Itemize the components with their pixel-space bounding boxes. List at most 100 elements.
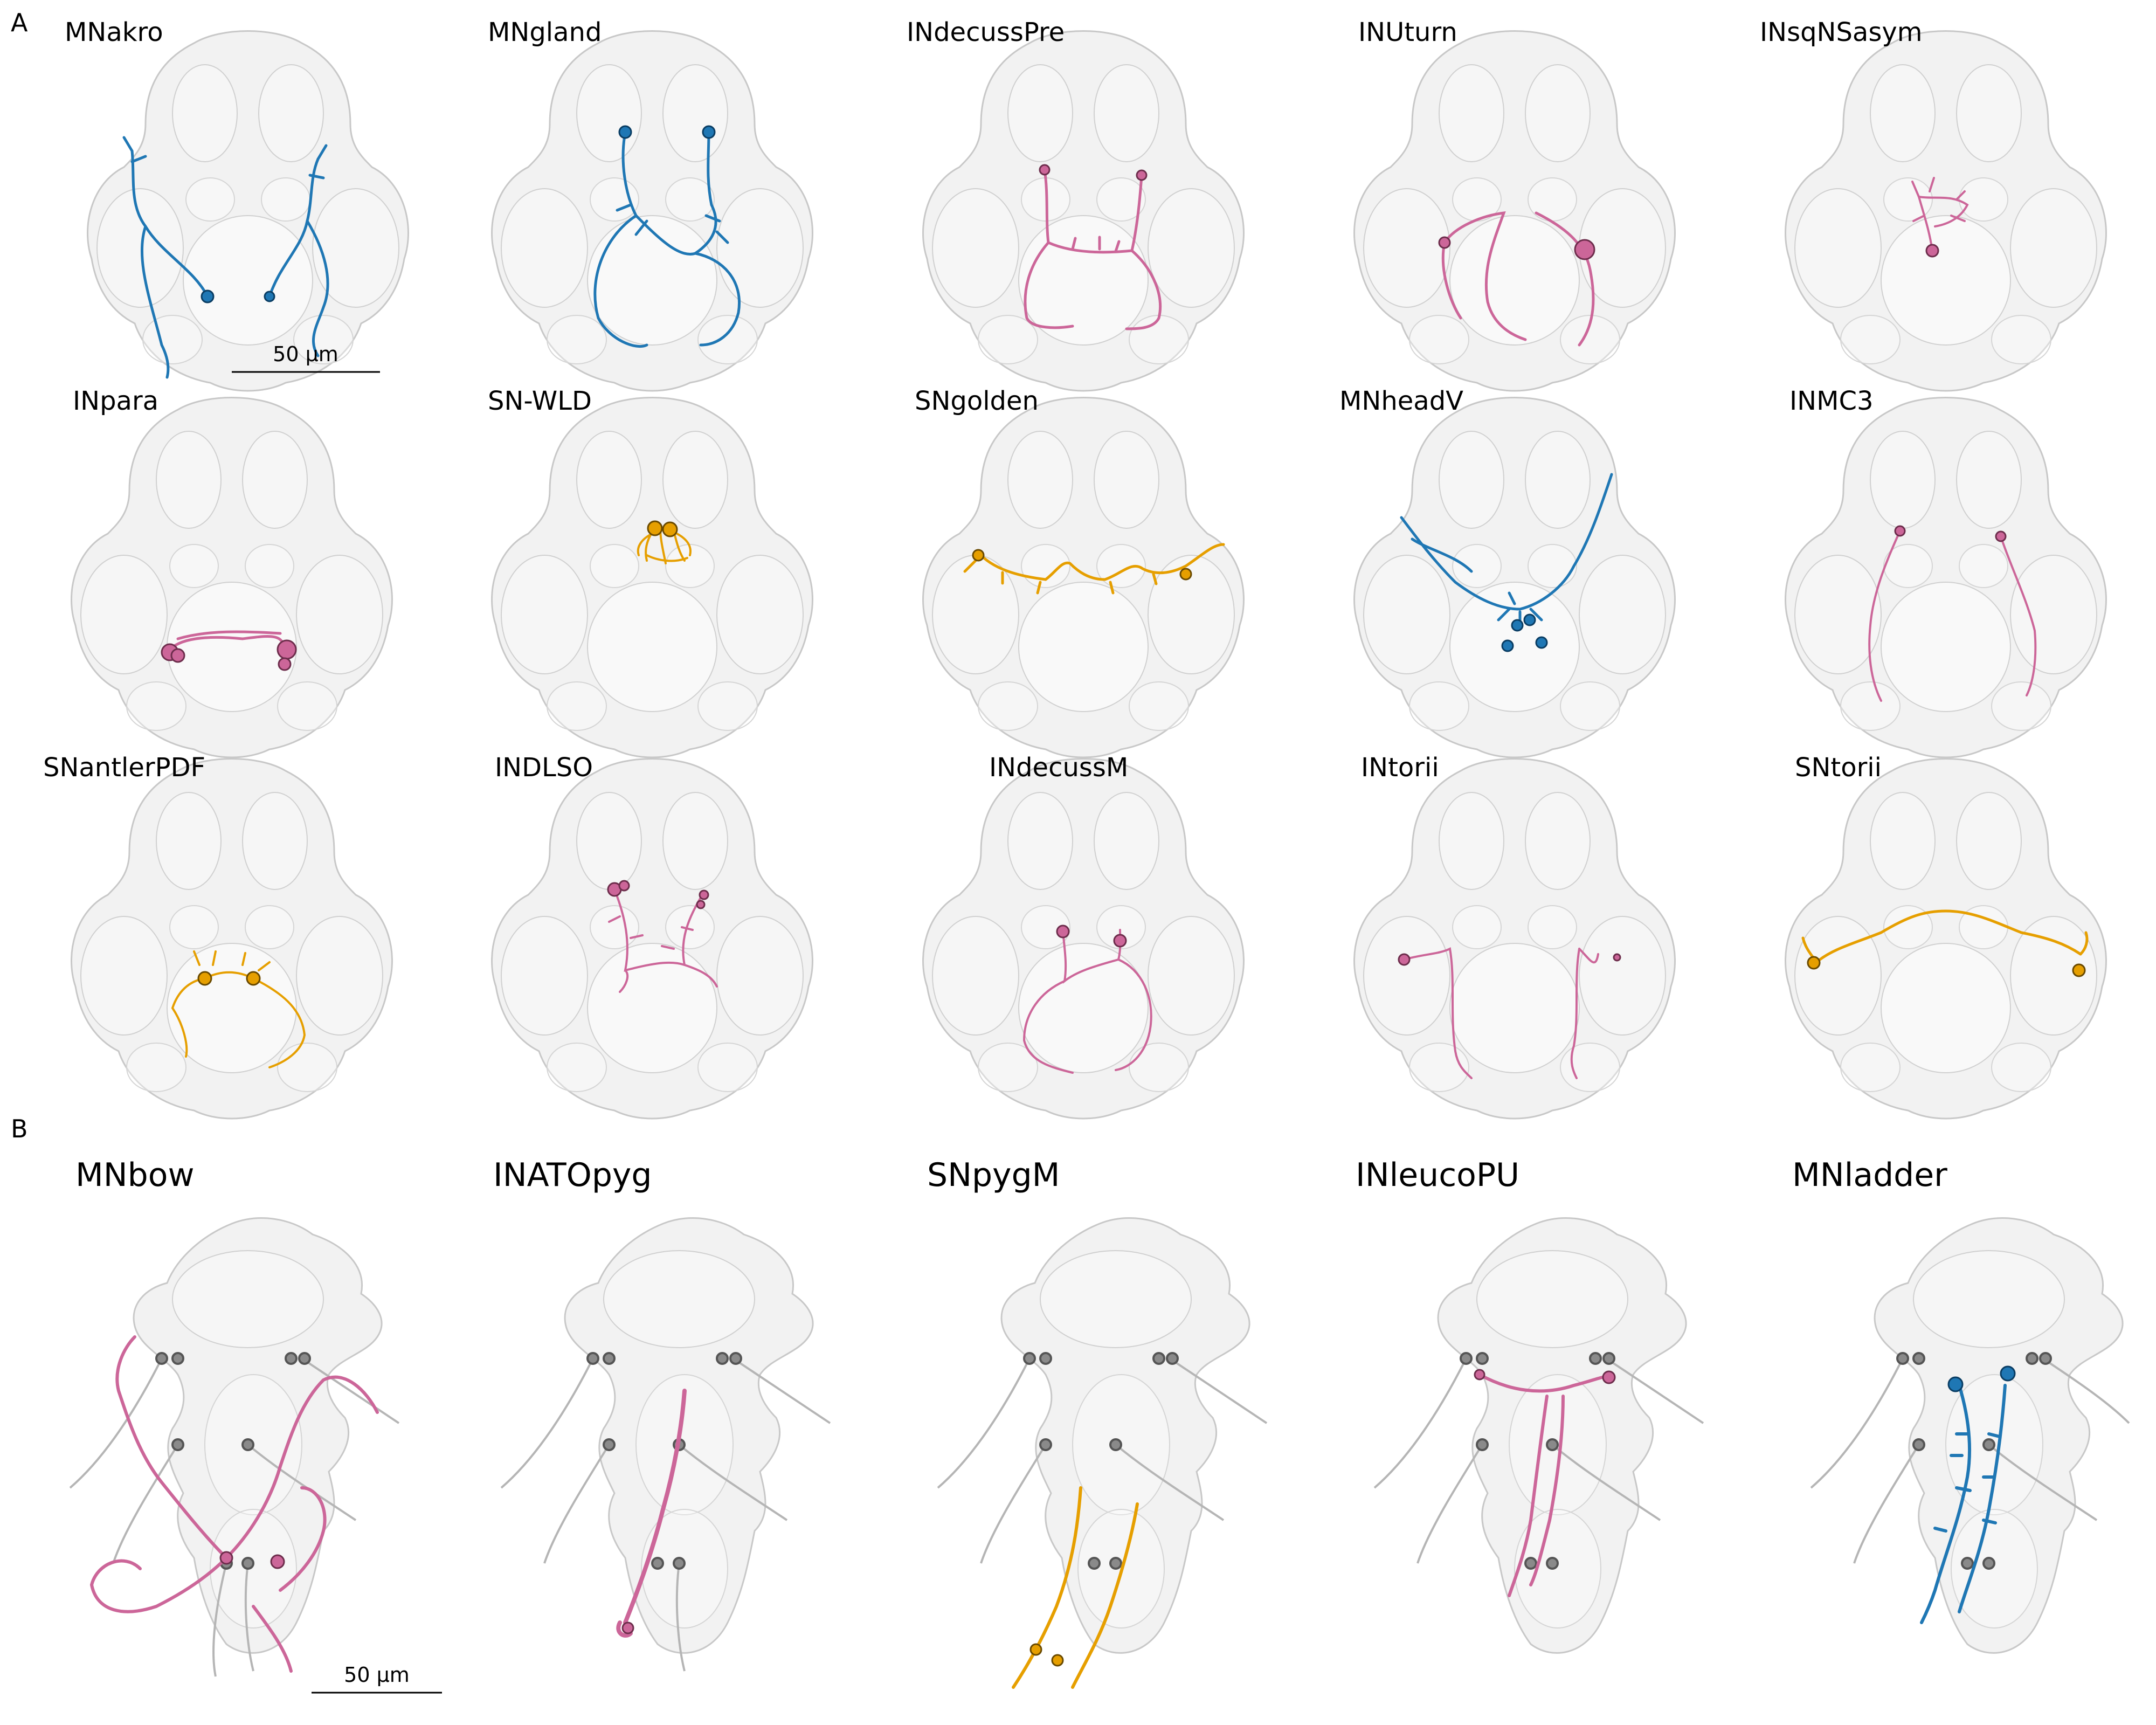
neuron-panel-indecussm: INdecussM	[922, 753, 1245, 1120]
head-outline	[1353, 30, 1676, 392]
head-outline	[491, 758, 813, 1120]
head-outline	[1785, 397, 2107, 758]
larva-landmarks	[1810, 1352, 2130, 1570]
scale-bar-label-b: 50 μm	[344, 1663, 410, 1687]
head-outline	[491, 30, 813, 392]
neuron-panel-mnheadv: MNheadV	[1339, 386, 1676, 758]
head-outline	[71, 397, 393, 758]
neuron-name-mnbow: MNbow	[75, 1156, 195, 1194]
neuron-name-sntorii: SNtorii	[1795, 753, 1882, 783]
soma-marker	[1574, 239, 1595, 260]
soma-marker	[1029, 1643, 1042, 1656]
soma-marker	[197, 971, 212, 986]
neuron-panel-intorii: INtorii	[1353, 753, 1676, 1120]
neuron-trace-insqnsasym	[1911, 177, 1969, 252]
scale-bar-label-a: 50 μm	[273, 342, 338, 366]
soma-marker	[1535, 636, 1548, 649]
soma-marker	[647, 520, 663, 536]
panel-label-a: A	[11, 8, 28, 37]
neuron-name-indecussm: INdecussM	[989, 753, 1128, 783]
neuron-panel-indlso: INDLSO	[491, 753, 813, 1120]
soma-marker	[1501, 639, 1514, 652]
head-outline	[1353, 397, 1676, 758]
soma-marker	[696, 900, 706, 909]
neuron-name-sngolden: SNgolden	[915, 386, 1039, 416]
neuron-panel-inuturn: INUturn	[1353, 17, 1676, 392]
larva-landmarks	[69, 1352, 400, 1677]
larva-outline	[564, 1217, 814, 1654]
neuron-trace-sngolden	[963, 543, 1225, 595]
soma-marker	[1602, 1370, 1616, 1384]
soma-marker	[246, 971, 261, 986]
neuron-panel-snantlerpdf: SNantlerPDF	[43, 753, 393, 1120]
neuron-name-inpara: INpara	[73, 386, 158, 416]
scale-bar-a: 50 μm	[232, 342, 380, 373]
neuron-trace-mnbow	[89, 1335, 379, 1673]
neuron-name-inleucopu: INleucoPU	[1356, 1156, 1519, 1194]
neuron-name-snantlerpdf: SNantlerPDF	[43, 753, 205, 783]
head-outline	[1785, 758, 2107, 1120]
neuron-panel-sngolden: SNgolden	[915, 386, 1245, 758]
larva-landmarks	[937, 1352, 1268, 1570]
neuron-name-mngland: MNgland	[488, 17, 602, 47]
soma-marker	[702, 125, 716, 139]
larva-outline	[1000, 1217, 1250, 1654]
neuron-name-inatopyg: INATOpyg	[493, 1156, 652, 1194]
soma-marker	[264, 291, 275, 302]
scale-bar-b: 50 μm	[312, 1663, 442, 1694]
soma-marker	[1398, 953, 1411, 966]
soma-marker	[1136, 169, 1148, 181]
neuron-panel-inmc3: INMC3	[1785, 386, 2107, 758]
soma-marker	[1523, 613, 1536, 626]
soma-marker	[277, 639, 297, 660]
neuron-name-mnakro: MNakro	[65, 17, 163, 47]
neuron-panel-mnladder: MNladder	[1792, 1156, 2130, 1654]
neuron-panel-sn-wld: SN-WLD	[488, 386, 813, 758]
soma-marker	[1947, 1376, 1964, 1392]
neuron-panel-inleucopu: INleucoPU	[1356, 1156, 1704, 1654]
neuron-name-sn-wld: SN-WLD	[488, 386, 592, 416]
soma-marker	[1113, 934, 1127, 948]
soma-marker	[618, 125, 632, 139]
neuron-name-inuturn: INUturn	[1358, 17, 1457, 47]
soma-marker	[2072, 963, 2086, 977]
neuron-trace-mnakro	[122, 136, 329, 379]
head-outline	[1785, 30, 2107, 392]
larva-landmarks	[1373, 1352, 1704, 1570]
neuron-trace-inuturn	[1441, 211, 1595, 347]
neuron-name-indlso: INDLSO	[495, 753, 593, 783]
neuron-trace-inatopyg	[616, 1389, 687, 1638]
soma-marker	[1438, 236, 1451, 249]
soma-marker	[278, 657, 292, 671]
neuron-name-intorii: INtorii	[1361, 753, 1439, 783]
neuron-name-mnladder: MNladder	[1792, 1156, 1947, 1194]
neuron-panel-mnbow: MNbow 50 μm	[69, 1156, 442, 1694]
head-outline	[922, 397, 1245, 758]
neuron-name-insqnsasym: INsqNSasym	[1760, 17, 1923, 47]
neuron-trace-indecusspre	[1024, 168, 1162, 330]
soma-marker	[1925, 244, 1939, 258]
soma-marker	[972, 549, 985, 562]
larva-outline	[133, 1217, 383, 1654]
head-outline	[491, 397, 813, 758]
soma-marker	[170, 648, 185, 663]
neuron-panel-insqnsasym: INsqNSasym	[1760, 17, 2107, 392]
neuron-name-inmc3: INMC3	[1789, 386, 1874, 416]
soma-marker	[1995, 530, 2007, 542]
neuron-panel-sntorii: SNtorii	[1785, 753, 2107, 1120]
neuron-trace-inpara	[168, 630, 285, 651]
soma-marker	[1179, 568, 1192, 581]
neuron-name-indecusspre: INdecussPre	[907, 17, 1065, 47]
neuron-name-snpygm: SNpygM	[927, 1156, 1060, 1194]
neuron-panel-mnakro: MNakro 50 μm	[65, 17, 409, 392]
head-outline	[87, 30, 409, 392]
neuron-trace-inmc3	[1868, 530, 2037, 702]
soma-marker	[1051, 1654, 1064, 1667]
soma-marker	[1039, 164, 1051, 176]
soma-marker	[1474, 1369, 1485, 1381]
neuron-panel-inatopyg: INATOpyg	[493, 1156, 831, 1672]
soma-marker	[621, 1622, 634, 1634]
soma-marker	[2000, 1365, 2016, 1382]
neuron-trace-snpygm	[1012, 1486, 1139, 1689]
soma-marker	[699, 889, 709, 900]
